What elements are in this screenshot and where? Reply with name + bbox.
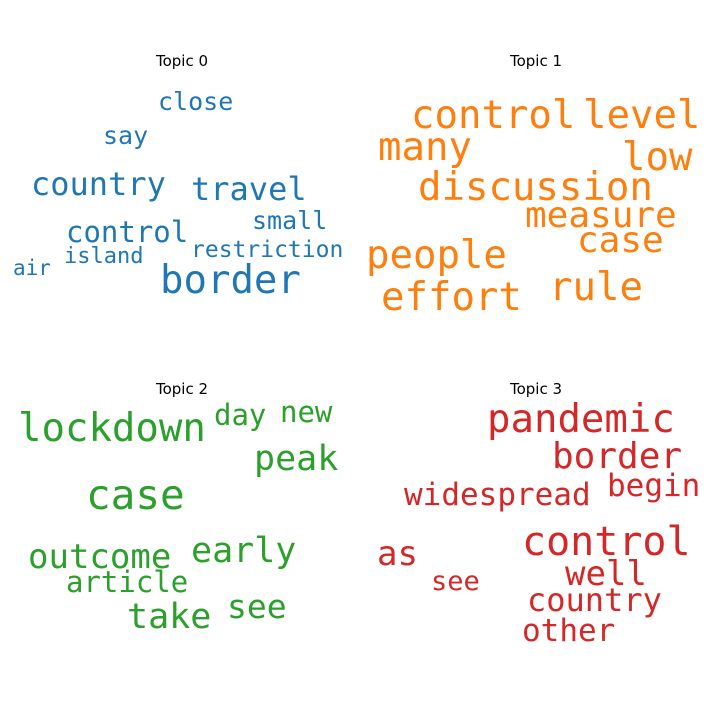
topic-3-word-widespread: widespread: [404, 477, 591, 513]
topic-0-word-small: small: [252, 206, 327, 235]
topic-1-word-control: control: [411, 93, 575, 138]
topic-3-word-as: as: [377, 534, 418, 574]
topic-0-word-say: say: [103, 121, 148, 150]
topic-2-word-see: see: [227, 587, 287, 626]
topic-3-word-begin: begin: [607, 468, 700, 504]
topic-3-word-well: well: [565, 554, 647, 594]
topic-0-word-restriction: restriction: [191, 237, 343, 263]
topic-2-word-early: early: [191, 531, 296, 571]
topic-3-word-border: border: [552, 436, 682, 477]
topic-0-word-air: air: [13, 256, 51, 280]
topic-3-word-country: country: [527, 581, 662, 619]
topic-2-word-take: take: [127, 597, 211, 637]
topic-1-word-rule: rule: [549, 265, 643, 310]
topic-1-title: Topic 1: [509, 52, 562, 70]
topic-0-word-close: close: [158, 87, 233, 116]
topic-3-word-pandemic: pandemic: [487, 397, 675, 442]
topic-2-word-case: case: [86, 471, 185, 519]
topic-1-word-measure: measure: [525, 195, 677, 236]
topic-1-word-people: people: [366, 233, 507, 278]
topic-0-word-travel: travel: [191, 170, 307, 208]
topic-1-word-level: level: [583, 93, 700, 138]
topic-2-word-new: new: [280, 395, 333, 429]
topic-0-word-border: border: [160, 258, 301, 303]
topic-0-word-control: control: [66, 215, 188, 249]
topic-3-word-other: other: [522, 613, 615, 649]
topic-2-word-peak: peak: [254, 439, 338, 479]
topic-0-word-island: island: [64, 244, 143, 269]
topic-3-word-control: control: [522, 519, 691, 565]
topic-2-title: Topic 2: [155, 380, 208, 398]
topic-1-word-discussion: discussion: [418, 165, 653, 210]
topic-1-word-many: many: [378, 125, 472, 170]
topic-0-word-country: country: [31, 165, 166, 203]
topic-2-word-day: day: [214, 398, 266, 432]
topic-1-word-low: low: [622, 135, 693, 180]
topic-1-word-case: case: [577, 220, 664, 261]
topic-1-word-effort: effort: [381, 275, 522, 320]
topic-2-word-lockdown: lockdown: [18, 406, 206, 451]
topic-3-word-see: see: [431, 566, 480, 597]
topic-0-title: Topic 0: [155, 52, 208, 70]
topic-2-word-article: article: [66, 565, 188, 599]
topic-2-word-outcome: outcome: [28, 537, 171, 577]
topic-3-title: Topic 3: [509, 380, 562, 398]
